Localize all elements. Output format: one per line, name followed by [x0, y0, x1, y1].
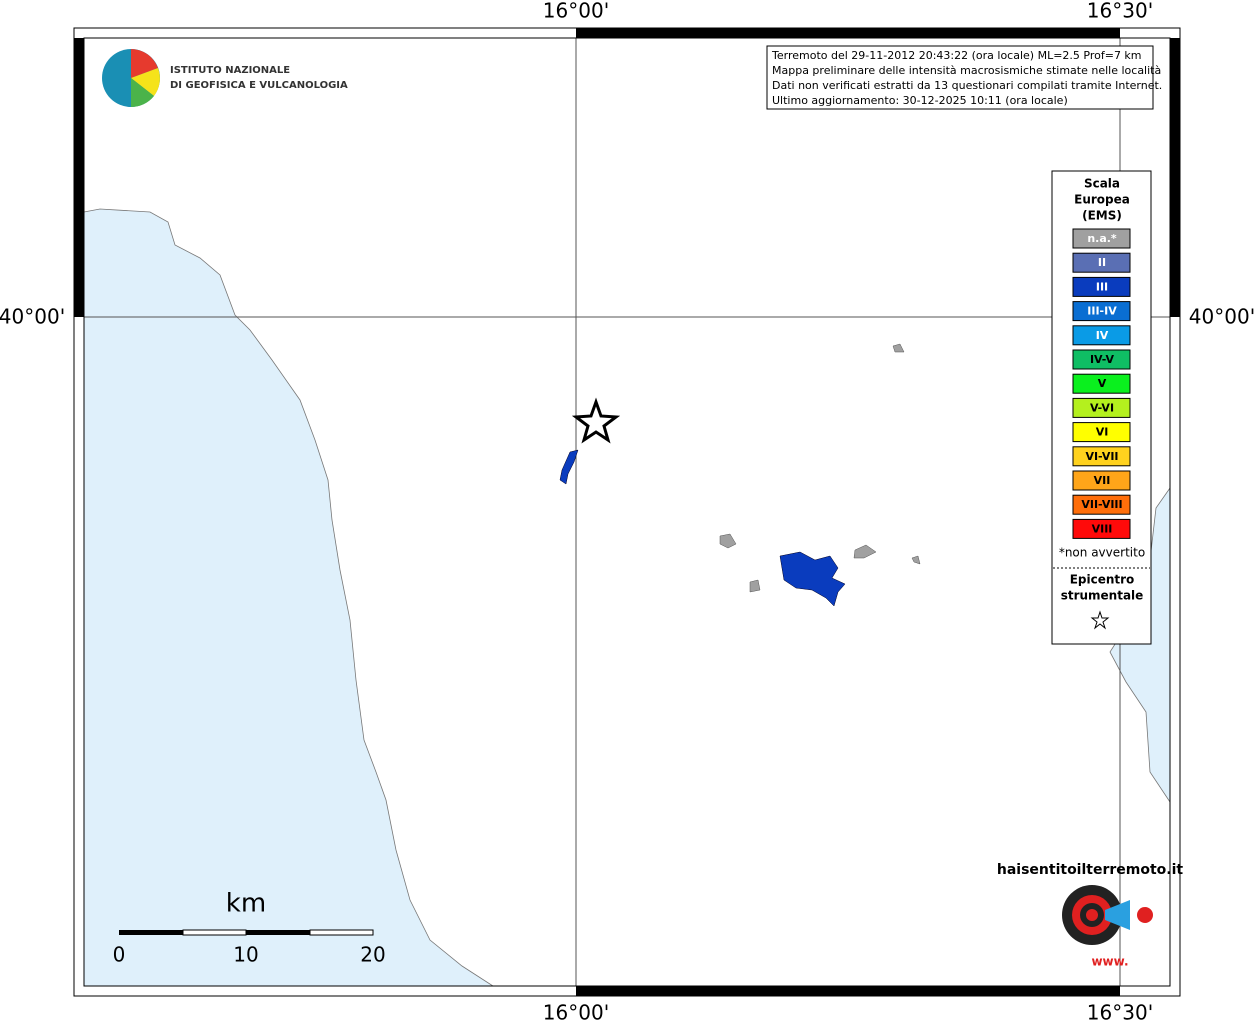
legend-swatch [1072, 349, 1131, 370]
lat-label: 40°00' [0, 305, 65, 329]
scale-label: 10 [233, 943, 258, 967]
legend-star [1090, 610, 1110, 630]
legend-label: VII [1094, 474, 1111, 487]
legend-swatch [1072, 446, 1131, 467]
legend-title: Europea [1074, 193, 1130, 207]
legend-swatch [1072, 494, 1131, 515]
legend-swatch [1072, 252, 1131, 273]
lon-label: 16°00' [543, 0, 609, 23]
legend-epicenter: Epicentro [1070, 573, 1135, 587]
scale-label: 0 [113, 943, 126, 967]
intensity-area [892, 343, 905, 353]
legend-epicenter: strumentale [1061, 589, 1144, 603]
sea-west [83, 208, 495, 987]
intensity-area [853, 544, 877, 559]
legend-title: (EMS) [1082, 209, 1122, 223]
intensity-area [749, 579, 761, 593]
legend-swatch [1072, 228, 1131, 249]
scale-bar [246, 930, 310, 935]
legend-label: n.a.* [1087, 232, 1117, 245]
site-prefix: www. [1091, 955, 1128, 969]
frame-bar [74, 38, 84, 317]
intensity-area [911, 555, 921, 565]
legend-label: IV [1096, 329, 1109, 342]
legend-swatch [1072, 518, 1131, 539]
site-name: haisentitoilterremoto.it [997, 862, 1184, 878]
epicenter-star [571, 397, 621, 444]
lon-label: 16°00' [543, 1001, 609, 1025]
scale-unit: km [226, 889, 266, 919]
site-logo: haisentitoilterremoto.it www. [997, 862, 1184, 969]
lon-label: 16°30' [1087, 1001, 1153, 1025]
info-line: Dati non verificati estratti da 13 quest… [772, 79, 1162, 92]
legend-swatch [1072, 301, 1131, 322]
legend-label: VI [1096, 426, 1109, 439]
intensity-area [779, 551, 846, 607]
legend-label: II [1098, 256, 1106, 269]
legend-label: V [1098, 377, 1107, 390]
legend-label: III-IV [1087, 305, 1117, 318]
legend-label: V-VI [1090, 401, 1114, 414]
lat-label: 40°00' [1189, 305, 1254, 329]
frame-bar [1170, 38, 1180, 317]
legend-label: VI-VII [1085, 450, 1118, 463]
lon-label: 16°30' [1087, 0, 1153, 23]
sea-east [1109, 486, 1171, 804]
frame-bar [576, 28, 1120, 38]
info-line: Ultimo aggiornamento: 30-12-2025 10:11 (… [772, 94, 1068, 107]
legend-swatch [1072, 397, 1131, 418]
legend-swatch [1072, 373, 1131, 394]
info-line: Mappa preliminare delle intensità macros… [772, 64, 1161, 77]
intensity-area [719, 533, 737, 549]
scale-bar [182, 929, 247, 936]
frame-bar [576, 986, 1120, 996]
info-line: Terremoto del 29-11-2012 20:43:22 (ora l… [771, 49, 1142, 62]
legend-label: IV-V [1090, 353, 1115, 366]
logo-text: ISTITUTO NAZIONALE [170, 65, 290, 76]
legend-label: III [1096, 280, 1108, 293]
scale-label: 20 [360, 943, 385, 967]
legend-label: VIII [1092, 522, 1113, 535]
legend-swatch [1072, 470, 1131, 491]
legend-title: Scala [1084, 177, 1120, 191]
scale-bar [309, 929, 374, 936]
info-box [766, 45, 1154, 110]
legend-swatch [1072, 422, 1131, 443]
legend-swatch [1072, 276, 1131, 297]
scale-bar [119, 930, 183, 935]
logo-text: DI GEOFISICA E VULCANOLOGIA [170, 80, 348, 91]
intensity-area [559, 449, 579, 485]
legend-swatch [1072, 325, 1131, 346]
legend-label: VII-VIII [1081, 498, 1122, 511]
legend-note: *non avvertito [1059, 546, 1145, 560]
logo: ISTITUTO NAZIONALE DI GEOFISICA E VULCAN… [102, 49, 348, 108]
